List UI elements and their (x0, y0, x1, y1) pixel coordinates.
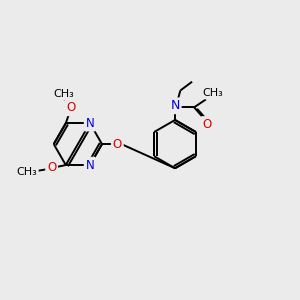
Text: CH₃: CH₃ (202, 88, 223, 98)
Text: N: N (85, 158, 94, 172)
Text: CH₃: CH₃ (53, 89, 74, 99)
Text: O: O (67, 101, 76, 114)
Text: N: N (85, 117, 94, 130)
Text: O: O (202, 118, 212, 131)
Text: CH₃: CH₃ (16, 167, 37, 177)
Text: N: N (170, 99, 180, 112)
Text: O: O (113, 138, 122, 151)
Text: O: O (47, 161, 56, 175)
